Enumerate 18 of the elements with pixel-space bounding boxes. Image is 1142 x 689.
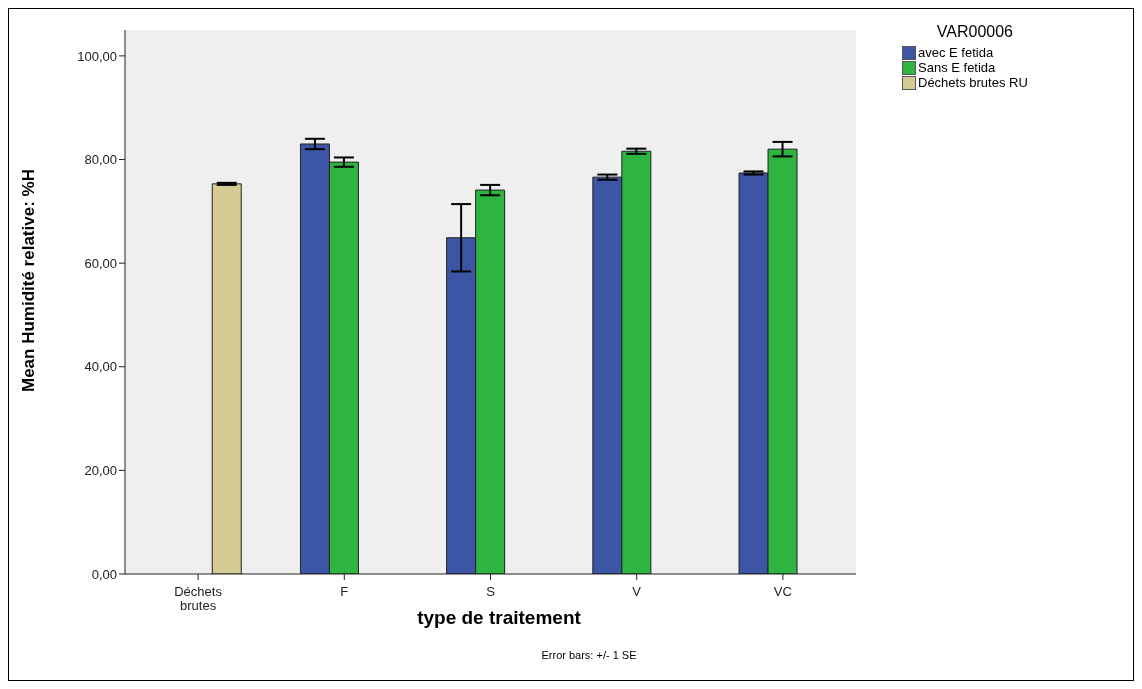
- y-tick-label: 40,00: [84, 359, 117, 375]
- y-tick-label: 0,00: [91, 566, 117, 582]
- legend-label: Déchets brutes RU: [918, 75, 1028, 90]
- legend-label: avec E fetida: [918, 45, 994, 60]
- x-tick-label: S: [486, 584, 496, 599]
- x-tick-label: V: [632, 584, 642, 599]
- y-tick-label: 100,00: [77, 48, 117, 64]
- y-tick-label: 80,00: [84, 152, 117, 168]
- x-tick-label: Déchets brutes: [174, 584, 223, 613]
- y-tick-label: 60,00: [84, 255, 117, 271]
- text: Error bars: +/- 1 SE: [540, 649, 638, 661]
- legend-label: Sans E fetida: [918, 60, 996, 75]
- x-axis-title: type de traitement: [416, 607, 582, 629]
- x-tick-label: VC: [773, 584, 792, 599]
- legend-title: VAR00006: [935, 23, 1014, 41]
- y-axis-title: Mean Humidité relative: %H: [19, 169, 39, 392]
- y-tick-label: 20,00: [84, 463, 117, 478]
- x-tick-label: F: [340, 584, 349, 599]
